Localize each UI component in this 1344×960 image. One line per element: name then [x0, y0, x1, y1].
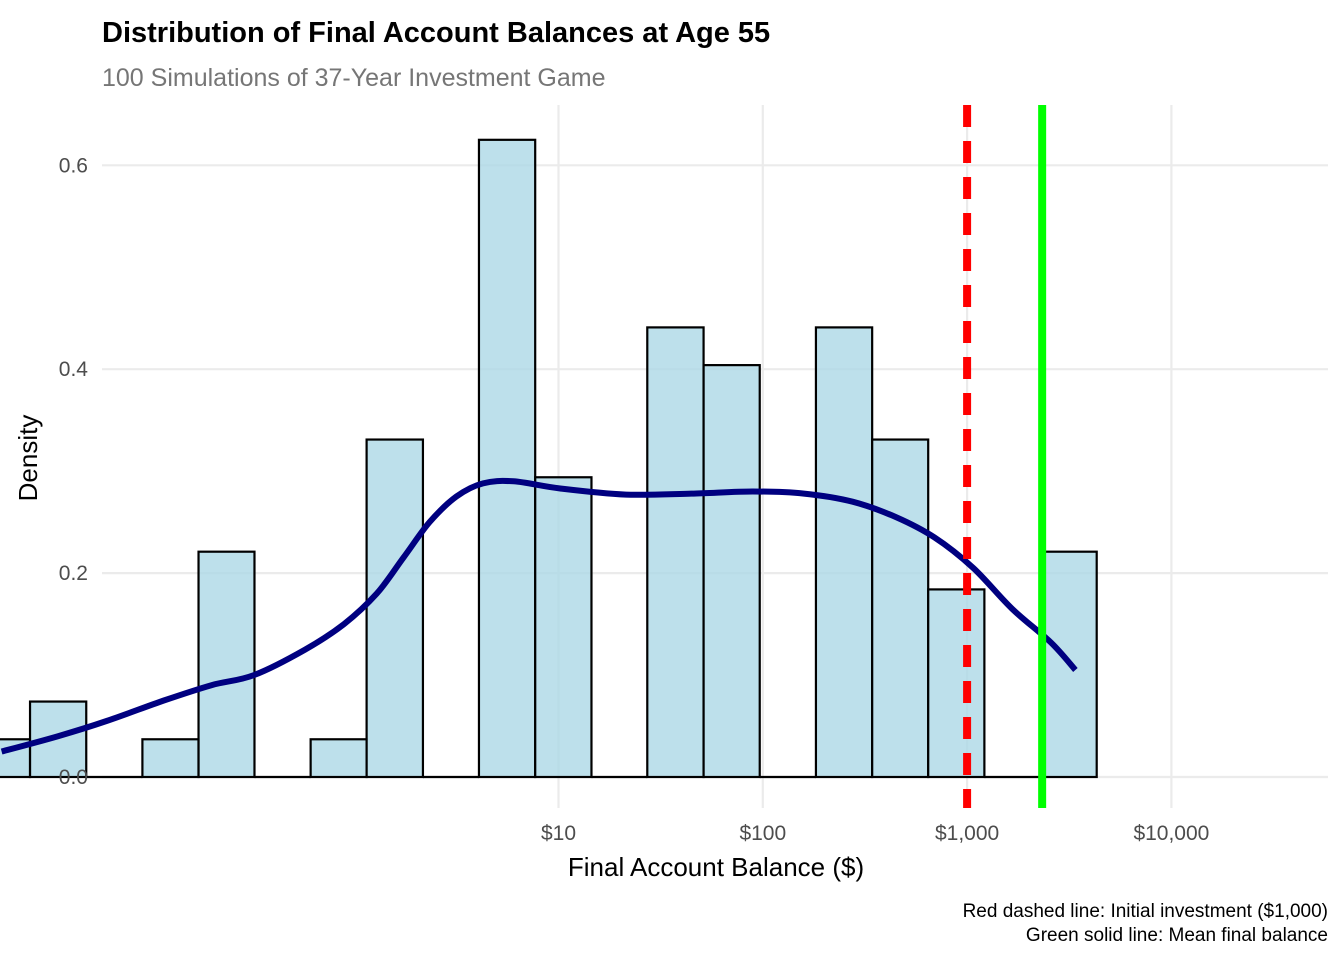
histogram-bar: [141, 738, 200, 779]
histogram-bar: [646, 326, 705, 779]
histogram-bar: [871, 438, 930, 779]
histogram-bar: [814, 326, 874, 779]
histogram-bar: [309, 738, 368, 779]
x-tick-label: $10: [541, 822, 576, 845]
y-tick-label: 0.0: [59, 766, 88, 789]
histogram-bars: [0, 138, 1098, 779]
x-axis-ticks: $10 $100 $1,000 $10,000: [541, 822, 1209, 845]
chart-subtitle: 100 Simulations of 37-Year Investment Ga…: [102, 64, 606, 92]
x-axis-title: Final Account Balance ($): [568, 852, 864, 882]
y-tick-label: 0.2: [59, 562, 88, 585]
chart-title: Distribution of Final Account Balances a…: [102, 17, 770, 49]
histogram-bar: [365, 438, 425, 779]
y-axis-title: Density: [13, 415, 43, 502]
caption-line-2: Green solid line: Mean final balance: [1026, 925, 1328, 946]
x-tick-label: $100: [739, 822, 786, 845]
histogram-bar: [197, 550, 256, 779]
density-curve: [0, 477, 1078, 755]
y-axis-ticks: 0.0 0.2 0.4 0.6: [59, 154, 89, 789]
y-tick-label: 0.6: [59, 154, 88, 177]
histogram-bar: [702, 364, 761, 779]
histogram-bar: [534, 476, 593, 779]
histogram-bar: [477, 138, 537, 779]
x-tick-label: $10,000: [1133, 822, 1209, 845]
histogram-bar: [927, 588, 986, 779]
x-tick-label: $1,000: [935, 822, 999, 845]
y-tick-label: 0.4: [59, 358, 89, 381]
reference-lines: [963, 105, 1047, 808]
caption-line-1: Red dashed line: Initial investment ($1,…: [963, 901, 1328, 922]
density-curve-group: [0, 477, 1078, 755]
